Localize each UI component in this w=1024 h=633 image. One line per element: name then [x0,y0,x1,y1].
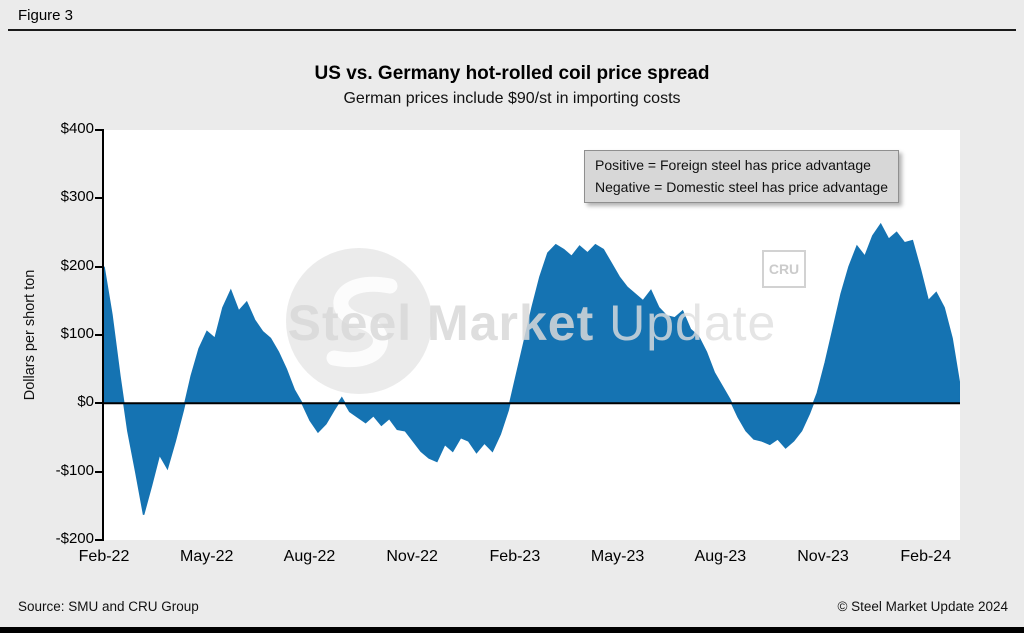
y-tick-label: $300 [60,188,94,206]
y-tick-mark [95,402,103,405]
chart-subtitle: German prices include $90/st in importin… [343,90,681,107]
y-tick-mark [95,470,103,473]
y-tick-mark [95,129,103,131]
chart-title: US vs. Germany hot-rolled coil price spr… [314,63,710,84]
y-tick-mark [95,265,103,268]
y-tick-mark [95,197,103,200]
y-tick-label: -$100 [55,461,94,479]
bottom-bar [0,627,1024,633]
annotation-box: Positive = Foreign steel has price advan… [584,150,899,204]
y-tick-label: $100 [60,325,94,342]
y-tick-label: $0 [77,393,94,411]
x-tick-label: Feb-22 [78,548,130,565]
x-tick-label: May-23 [590,548,645,565]
x-tick-label: Aug-23 [694,548,747,565]
area-chart-svg [104,222,960,515]
x-tick-label: Nov-23 [797,548,849,565]
x-tick-label: Nov-22 [386,548,438,565]
header-rule [8,29,1016,31]
spread-area-series [104,222,960,515]
annotation-line-positive: Positive = Foreign steel has price advan… [595,157,871,173]
y-tick-label: -$200 [55,530,94,547]
y-tick-mark [95,539,103,541]
y-tick-label: $200 [60,256,94,274]
copyright-text: © Steel Market Update 2024 [837,599,1008,614]
y-axis-label: Dollars per short ton [22,269,38,401]
figure-label: Figure 3 [18,7,74,24]
y-tick-mark [95,334,103,336]
plot-area: Steel Market Update CRU [104,130,960,540]
x-tick-label: Aug-22 [283,548,336,565]
annotation-line-negative: Negative = Domestic steel has price adva… [595,178,888,195]
x-tick-label: Feb-23 [489,548,541,565]
source-text: Source: SMU and CRU Group [18,599,199,614]
x-tick-label: May-22 [180,548,234,565]
x-tick-label: Feb-24 [900,548,952,565]
y-tick-label: $400 [60,120,94,137]
y-axis-line [102,129,104,541]
